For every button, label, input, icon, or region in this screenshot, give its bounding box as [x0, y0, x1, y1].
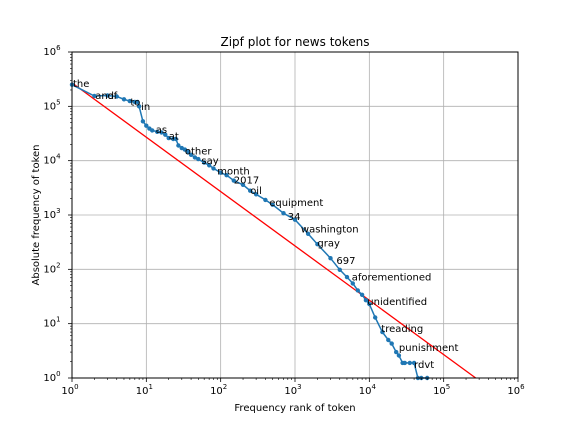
observed-point — [380, 329, 385, 335]
observed-point — [140, 119, 146, 124]
observed-point — [253, 192, 259, 197]
observed-point — [105, 93, 110, 98]
token-annotation: equipment — [269, 198, 323, 209]
observed-point — [188, 152, 194, 157]
observed-point — [192, 155, 198, 160]
token-annotation: aforementioned — [352, 272, 432, 283]
observed-point — [127, 98, 132, 104]
x-tick-label: 101 — [136, 383, 153, 397]
token-annotation: of — [108, 91, 118, 102]
token-annotation: in — [141, 102, 150, 113]
observed-point — [135, 99, 140, 105]
y-axis-label: Absolute frequency of token — [31, 144, 42, 285]
observed-point — [92, 93, 97, 99]
y-tick-label: 102 — [43, 261, 60, 275]
observed-point — [173, 136, 179, 142]
token-annotation: and — [95, 91, 114, 102]
token-annotation: the — [73, 79, 89, 90]
observed-point — [367, 301, 372, 307]
grid-layer — [72, 52, 518, 378]
observed-point — [150, 128, 155, 133]
observed-point — [202, 160, 207, 165]
observed-point — [411, 360, 417, 366]
observed-point — [121, 97, 127, 102]
x-tick-label: 106 — [507, 383, 525, 397]
observed-point — [281, 211, 286, 216]
observed-point — [224, 173, 229, 178]
observed-point — [196, 156, 201, 162]
token-annotation: as — [156, 125, 167, 136]
token-annotation: unidentified — [367, 297, 427, 308]
observed-point — [114, 94, 120, 99]
x-tick-label: 100 — [61, 383, 78, 397]
fit-line — [71, 82, 477, 379]
tick-layer: 100 101 102 103 104 105 106 100 101 102 103 104 105 1… — [43, 44, 525, 397]
observed-point — [389, 341, 394, 346]
observed-point — [155, 129, 160, 134]
observed-point — [159, 130, 164, 135]
observed-point — [337, 267, 342, 272]
token-annotation: at — [169, 132, 179, 143]
observed-point — [270, 202, 275, 207]
token-annotation: month — [217, 167, 249, 178]
x-axis-label: Frequency rank of token — [234, 403, 355, 414]
y-tick-label: 104 — [43, 153, 61, 167]
observed-point — [185, 149, 190, 155]
observed-point — [207, 163, 212, 168]
token-annotation: treading — [381, 324, 423, 335]
token-annotation: washington — [301, 225, 359, 236]
series-layer — [69, 82, 430, 381]
token-annotation: say — [201, 156, 218, 167]
token-annotation: gray — [317, 239, 340, 250]
x-tick-label: 103 — [284, 383, 301, 397]
observed-point — [344, 274, 350, 280]
observed-point — [402, 360, 407, 366]
token-annotation: other — [185, 146, 213, 157]
observed-point — [315, 242, 320, 247]
y-tick-label: 106 — [43, 44, 61, 58]
observed-point — [292, 217, 298, 222]
observed-point — [373, 315, 378, 320]
observed-point — [328, 256, 333, 261]
observed-point — [211, 166, 216, 171]
observed-point — [394, 349, 399, 355]
x-tick-label: 102 — [210, 383, 227, 397]
observed-point — [163, 132, 168, 137]
observed-point — [359, 292, 365, 297]
fit-layer — [71, 82, 477, 379]
observed-point — [231, 178, 236, 183]
y-tick-label: 100 — [43, 370, 60, 384]
token-annotation: 34 — [288, 212, 301, 223]
token-annotation: oil — [250, 186, 262, 197]
observed-point — [136, 104, 142, 109]
y-tick-label: 103 — [43, 207, 60, 221]
observed-point — [350, 281, 355, 286]
observed-point — [386, 337, 391, 343]
observed-point — [355, 288, 360, 293]
observed-point — [396, 353, 402, 358]
observed-point — [144, 123, 149, 128]
observed-point — [407, 360, 412, 366]
y-tick-label: 101 — [43, 316, 60, 330]
observed-point — [176, 143, 181, 148]
token-annotation: 697 — [336, 256, 355, 267]
y-tick-label: 105 — [43, 98, 60, 112]
token-annotation: 2017 — [234, 176, 259, 187]
observed-point — [218, 170, 223, 175]
token-annotation: punishment — [399, 343, 459, 354]
token-annotation: rdvt — [414, 360, 434, 371]
chart-title: Zipf plot for news tokens — [220, 35, 369, 49]
observed-point — [263, 197, 268, 203]
x-tick-label: 105 — [433, 383, 450, 397]
observed-point — [248, 188, 253, 193]
x-tick-label: 104 — [359, 383, 377, 397]
observed-point — [166, 135, 171, 141]
observed-point — [363, 298, 369, 303]
observed-point — [240, 182, 246, 187]
observed-point — [305, 231, 311, 236]
token-annotation: to — [130, 98, 140, 109]
